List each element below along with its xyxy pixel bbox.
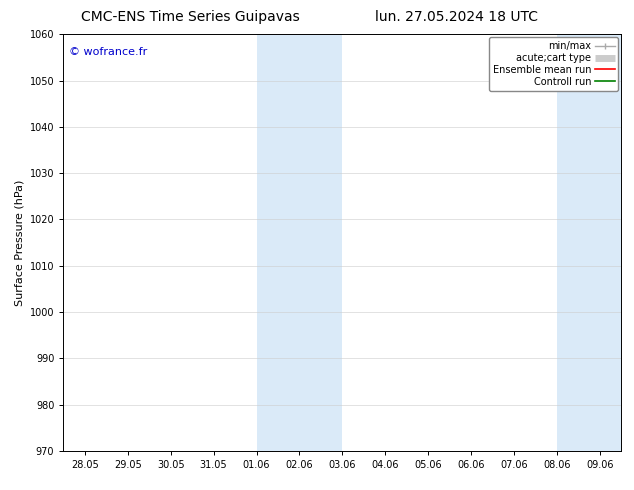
Bar [557, 34, 621, 451]
Text: lun. 27.05.2024 18 UTC: lun. 27.05.2024 18 UTC [375, 10, 538, 24]
Text: CMC-ENS Time Series Guipavas: CMC-ENS Time Series Guipavas [81, 10, 300, 24]
Y-axis label: Surface Pressure (hPa): Surface Pressure (hPa) [14, 179, 24, 306]
Legend: min/max, acute;cart type, Ensemble mean run, Controll run: min/max, acute;cart type, Ensemble mean … [489, 37, 618, 91]
Bar [257, 34, 342, 451]
Text: © wofrance.fr: © wofrance.fr [69, 47, 147, 57]
